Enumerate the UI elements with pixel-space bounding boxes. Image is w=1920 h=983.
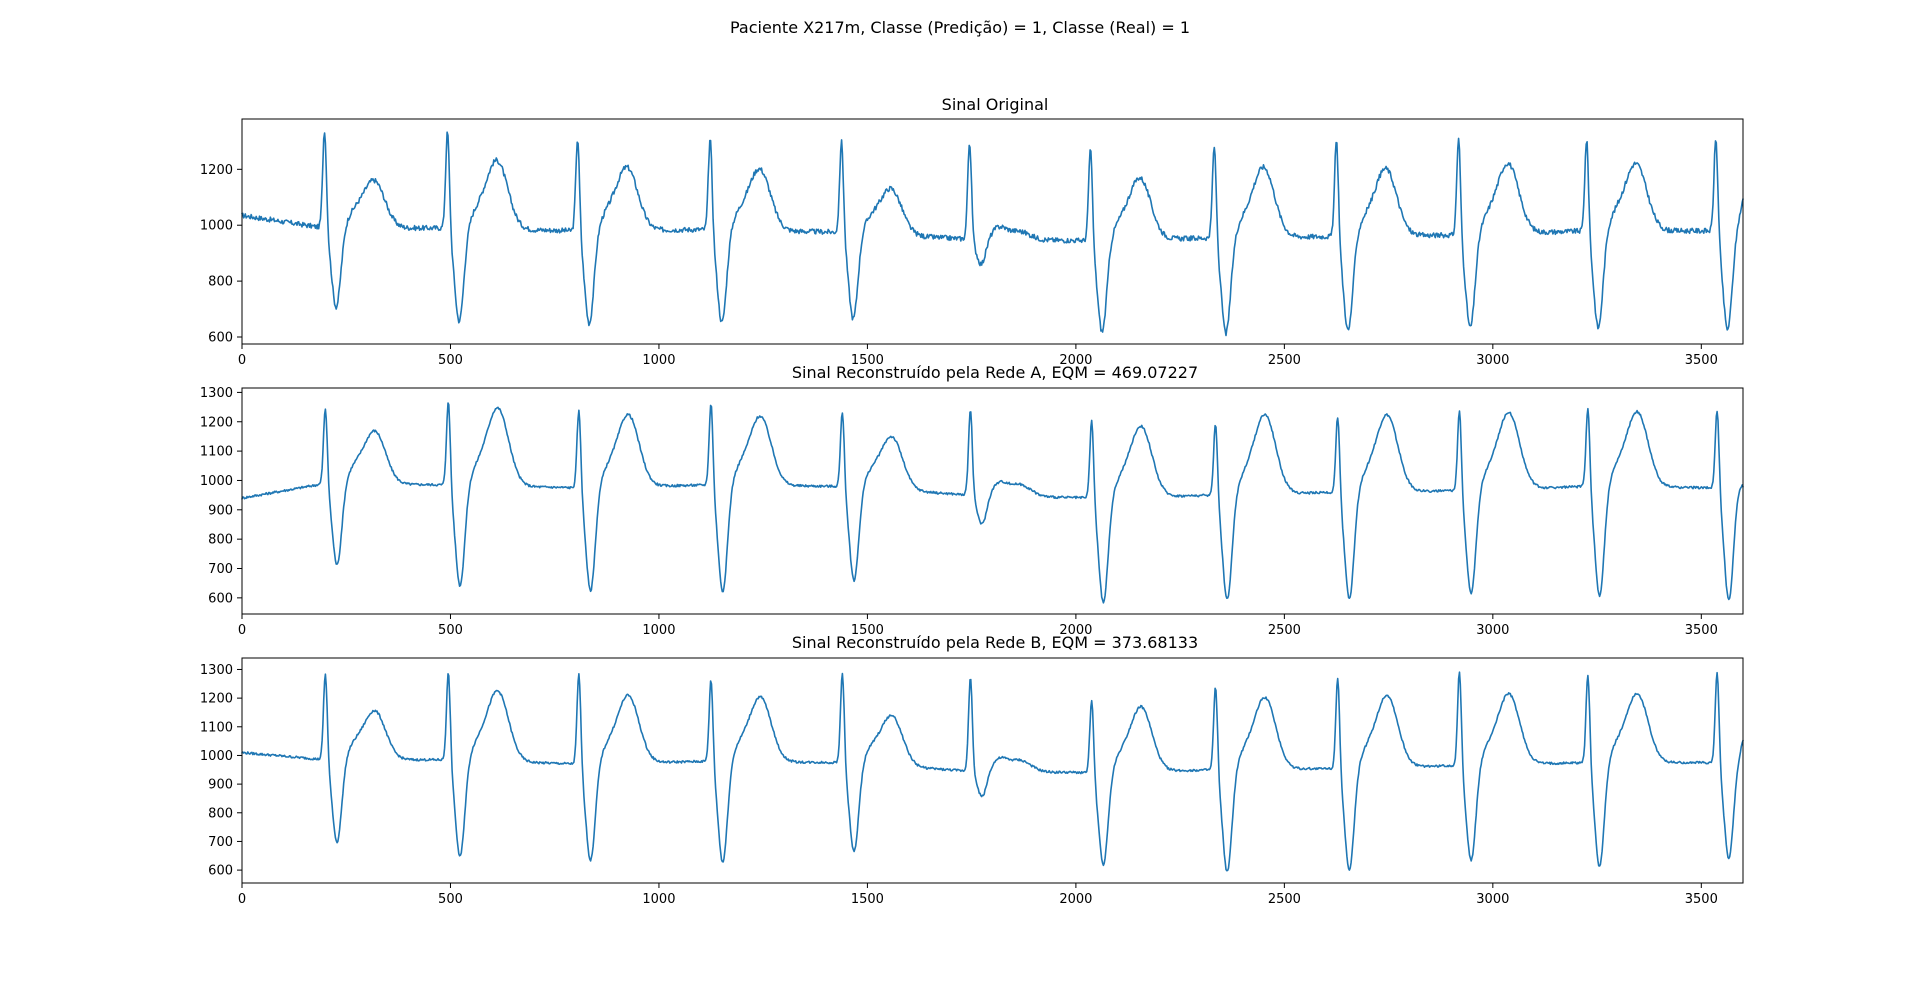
y-axis: 600 700 800 900 1000 1100 1200 1300	[200, 386, 242, 606]
y-tick-label: 1100	[200, 720, 233, 735]
y-axis: 600 700 800 900 1000 1100 1200 1300	[200, 663, 242, 879]
y-tick-label: 1300	[200, 386, 233, 401]
x-tick-label: 3500	[1685, 623, 1718, 638]
axes-frame	[241, 657, 1744, 884]
y-tick-label: 800	[208, 533, 233, 548]
y-tick-label: 1300	[200, 663, 233, 678]
subplot-reconstructed-b: Sinal Reconstruído pela Rede B, EQM = 37…	[200, 633, 1744, 907]
x-tick-label: 500	[438, 623, 463, 638]
x-tick-label: 2500	[1268, 623, 1301, 638]
subplot-title: Sinal Reconstruído pela Rede B, EQM = 37…	[792, 633, 1198, 652]
x-tick-label: 3000	[1476, 892, 1509, 907]
x-axis: 0 500 1000 1500 2000 2500 3000 3500	[238, 614, 1718, 638]
y-tick-label: 600	[208, 331, 233, 346]
y-tick-label: 800	[208, 275, 233, 290]
subplot-title: Sinal Reconstruído pela Rede A, EQM = 46…	[792, 363, 1198, 382]
y-tick-label: 1200	[200, 692, 233, 707]
y-tick-label: 1200	[200, 163, 233, 178]
x-tick-label: 1000	[642, 623, 675, 638]
x-tick-label: 0	[238, 623, 246, 638]
x-tick-label: 2000	[1059, 892, 1092, 907]
y-tick-label: 1000	[200, 219, 233, 234]
x-tick-label: 2500	[1268, 353, 1301, 368]
x-tick-label: 1000	[642, 353, 675, 368]
x-tick-label: 3500	[1685, 353, 1718, 368]
subplot-title: Sinal Original	[942, 95, 1049, 114]
x-tick-label: 0	[238, 353, 246, 368]
x-tick-label: 1500	[851, 892, 884, 907]
x-tick-label: 3000	[1476, 623, 1509, 638]
series-line	[241, 402, 1744, 604]
x-axis: 0 500 1000 1500 2000 2500 3000 3500	[238, 883, 1718, 907]
axes-frame	[241, 387, 1744, 615]
x-tick-label: 3500	[1685, 892, 1718, 907]
x-tick-label: 2000	[1059, 623, 1092, 638]
subplot-reconstructed-a: Sinal Reconstruído pela Rede A, EQM = 46…	[200, 363, 1744, 638]
series-line	[241, 671, 1744, 872]
y-tick-label: 700	[208, 562, 233, 577]
y-tick-label: 800	[208, 806, 233, 821]
x-tick-label: 500	[438, 892, 463, 907]
y-tick-label: 900	[208, 778, 233, 793]
x-tick-label: 0	[238, 892, 246, 907]
x-tick-label: 2000	[1059, 353, 1092, 368]
y-tick-label: 1000	[200, 474, 233, 489]
y-tick-label: 1100	[200, 445, 233, 460]
y-tick-label: 600	[208, 864, 233, 879]
y-tick-label: 600	[208, 591, 233, 606]
x-axis: 0 500 1000 1500 2000 2500 3000 3500	[238, 344, 1718, 368]
y-tick-label: 1000	[200, 749, 233, 764]
axes-frame	[241, 118, 1744, 345]
x-tick-label: 500	[438, 353, 463, 368]
x-tick-label: 1000	[642, 892, 675, 907]
y-tick-label: 900	[208, 503, 233, 518]
x-tick-label: 1500	[851, 623, 884, 638]
y-tick-label: 700	[208, 835, 233, 850]
x-tick-label: 1500	[851, 353, 884, 368]
subplot-original: Sinal Original 0 500 1000 1500 2000 2500 3000 3…	[200, 95, 1744, 368]
x-tick-label: 2500	[1268, 892, 1301, 907]
series-line	[241, 131, 1744, 337]
y-tick-label: 1200	[200, 415, 233, 430]
x-tick-label: 3000	[1476, 353, 1509, 368]
figure-suptitle: Paciente X217m, Classe (Predição) = 1, C…	[730, 18, 1190, 37]
y-axis: 600 800 1000 1200	[200, 163, 242, 346]
